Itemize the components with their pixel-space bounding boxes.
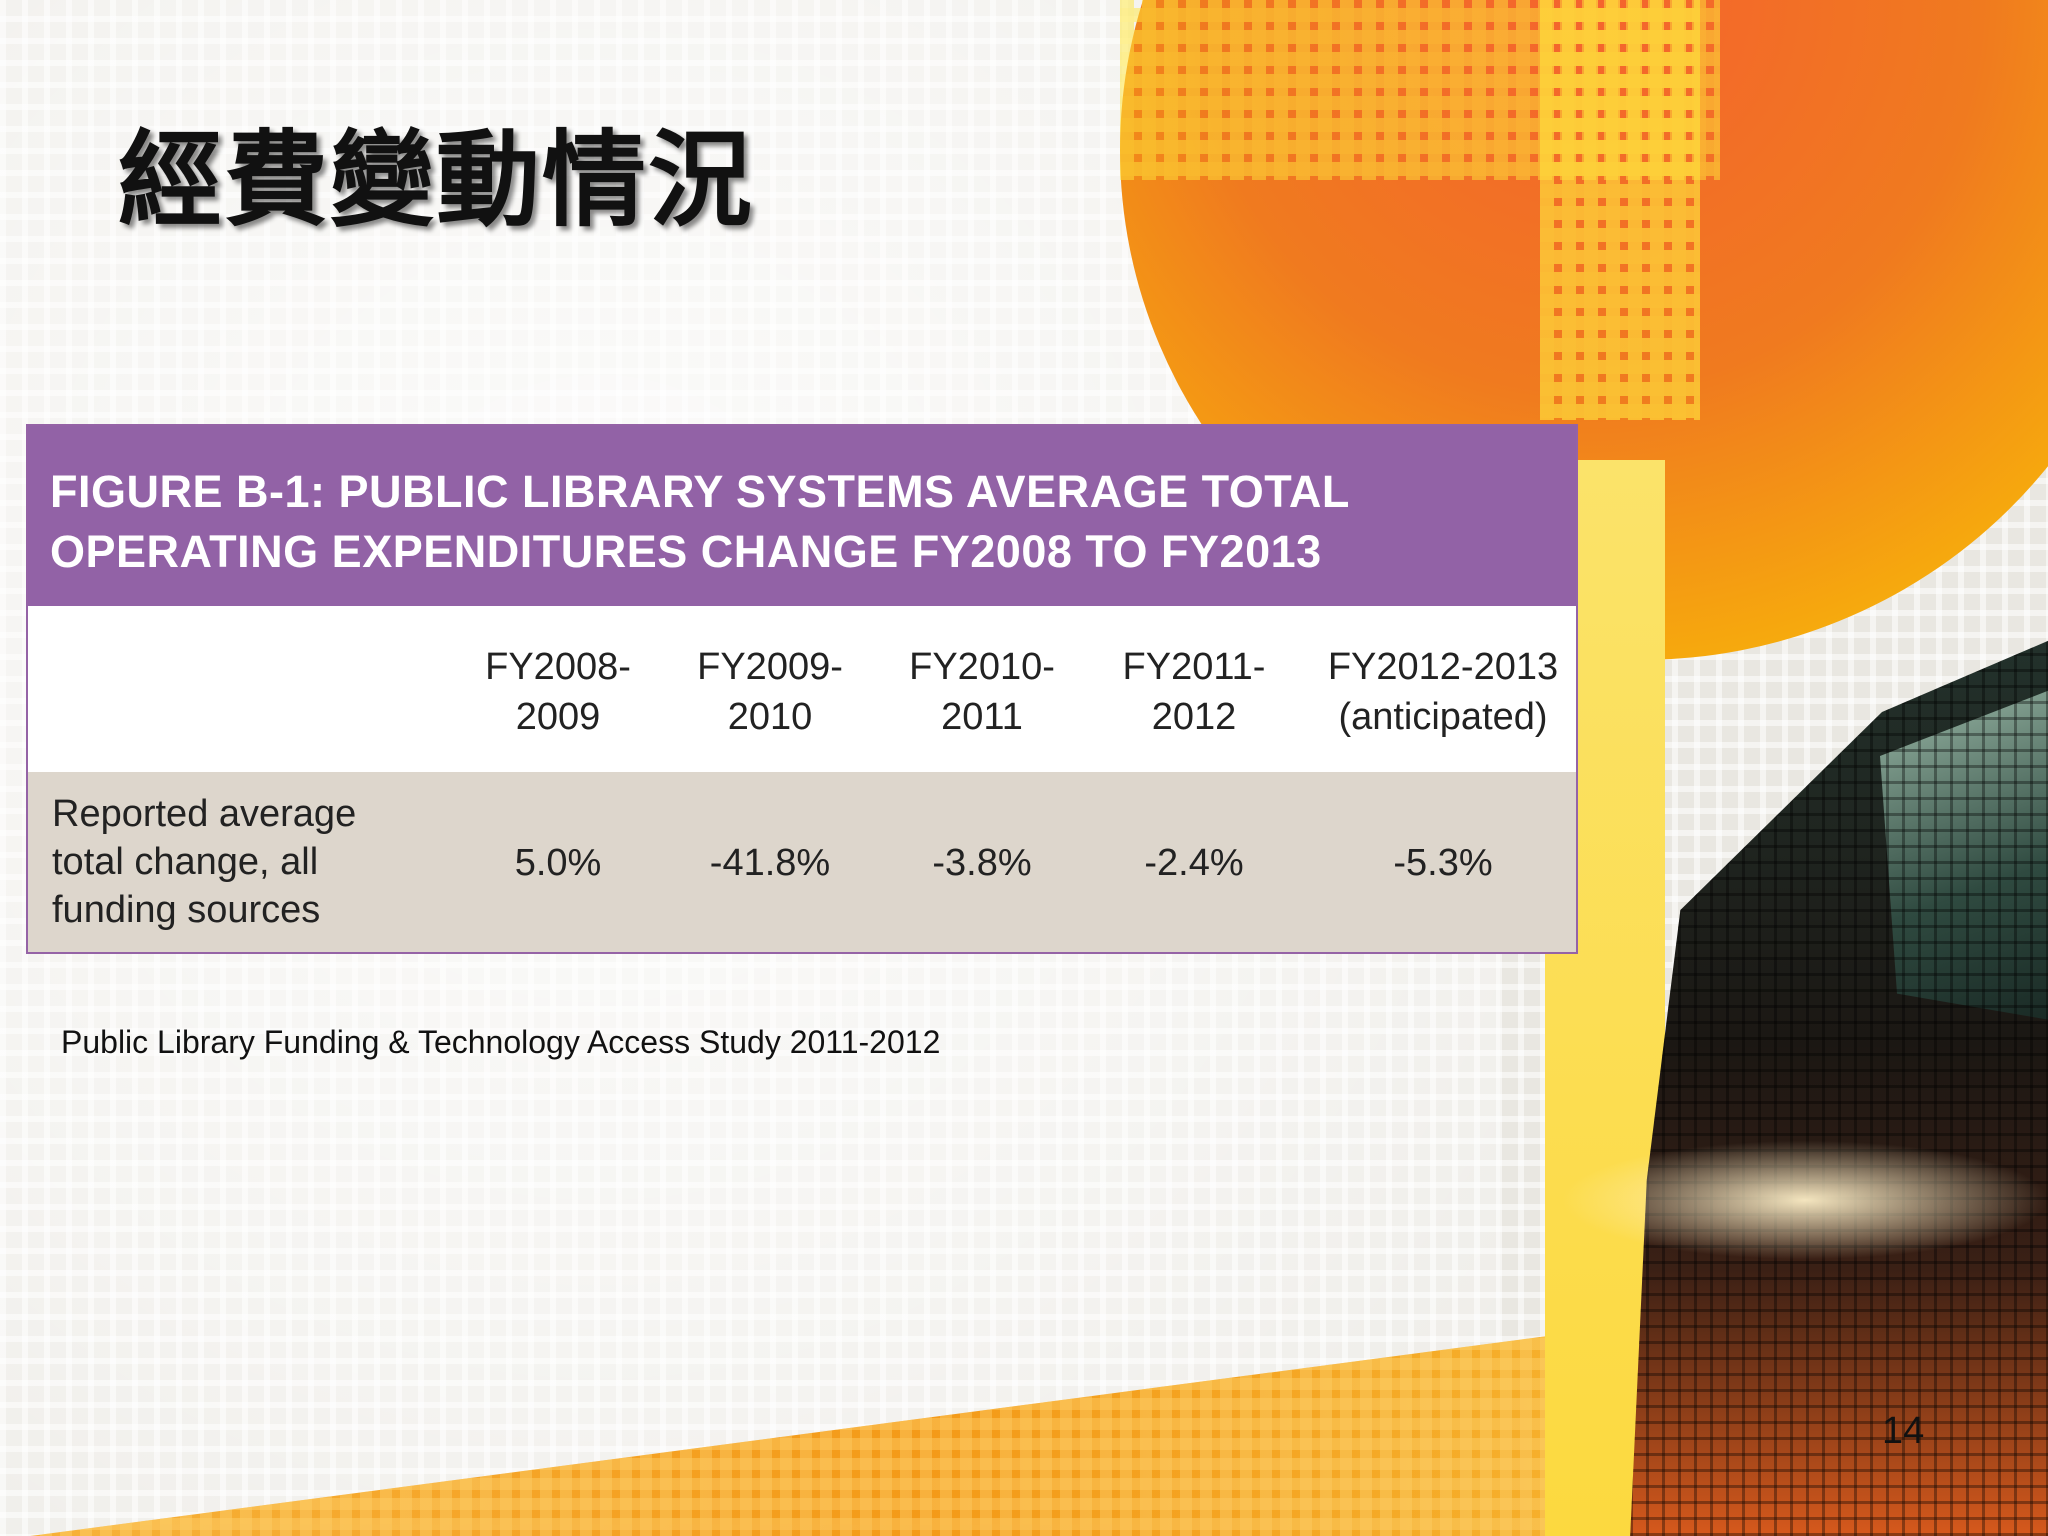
column-header-line-2: 2012 [1151, 696, 1237, 738]
row-label-line-2: total change, all [52, 841, 319, 883]
table-cell: -2.4% [1144, 842, 1244, 884]
row-label-line-1: Reported average [52, 793, 357, 835]
row-label-line-3: funding sources [52, 889, 321, 931]
column-header-line-1: FY2010- [909, 646, 1055, 688]
page-number: 14 [1882, 1410, 1925, 1452]
table-cell: -5.3% [1393, 842, 1493, 884]
column-header-line-2: 2011 [941, 696, 1023, 738]
figure-heading-line-1: FIGURE B-1: PUBLIC LIBRARY SYSTEMS AVERA… [50, 466, 1350, 517]
table-header-row: FY2008- 2009 FY2009- 2010 FY2010- 2011 F… [28, 606, 1576, 772]
column-header-line-2: 2010 [727, 696, 813, 738]
source-citation: Public Library Funding & Technology Acce… [61, 1024, 941, 1060]
column-header: FY2008- 2009 [458, 642, 658, 742]
figure-heading: FIGURE B-1: PUBLIC LIBRARY SYSTEMS AVERA… [28, 426, 1576, 606]
figure-table: FIGURE B-1: PUBLIC LIBRARY SYSTEMS AVERA… [26, 424, 1578, 954]
column-header: FY2009- 2010 [670, 642, 870, 742]
row-label: Reported average total change, all fundi… [52, 790, 412, 934]
column-header-line-2: (anticipated) [1338, 696, 1548, 738]
column-header: FY2010- 2011 [882, 642, 1082, 742]
column-header-line-2: 2009 [515, 696, 601, 738]
column-header-line-1: FY2011- [1122, 646, 1266, 688]
column-header-line-1: FY2009- [697, 646, 843, 688]
column-header: FY2011- 2012 [1094, 642, 1294, 742]
figure-heading-line-2: OPERATING EXPENDITURES CHANGE FY2008 TO … [50, 526, 1322, 577]
decorative-grid-column [1540, 0, 1700, 420]
column-header: FY2012-2013 (anticipated) [1318, 642, 1568, 742]
column-header-line-1: FY2008- [485, 646, 631, 688]
table-cell: -3.8% [932, 842, 1032, 884]
slide-title: 經費變動情況 [118, 119, 755, 241]
table-cell: -41.8% [709, 842, 831, 884]
decorative-glow [1560, 1140, 2048, 1260]
table-cell: 5.0% [514, 842, 602, 884]
column-header-line-1: FY2012-2013 [1327, 646, 1559, 688]
table-row: Reported average total change, all fundi… [28, 772, 1576, 952]
